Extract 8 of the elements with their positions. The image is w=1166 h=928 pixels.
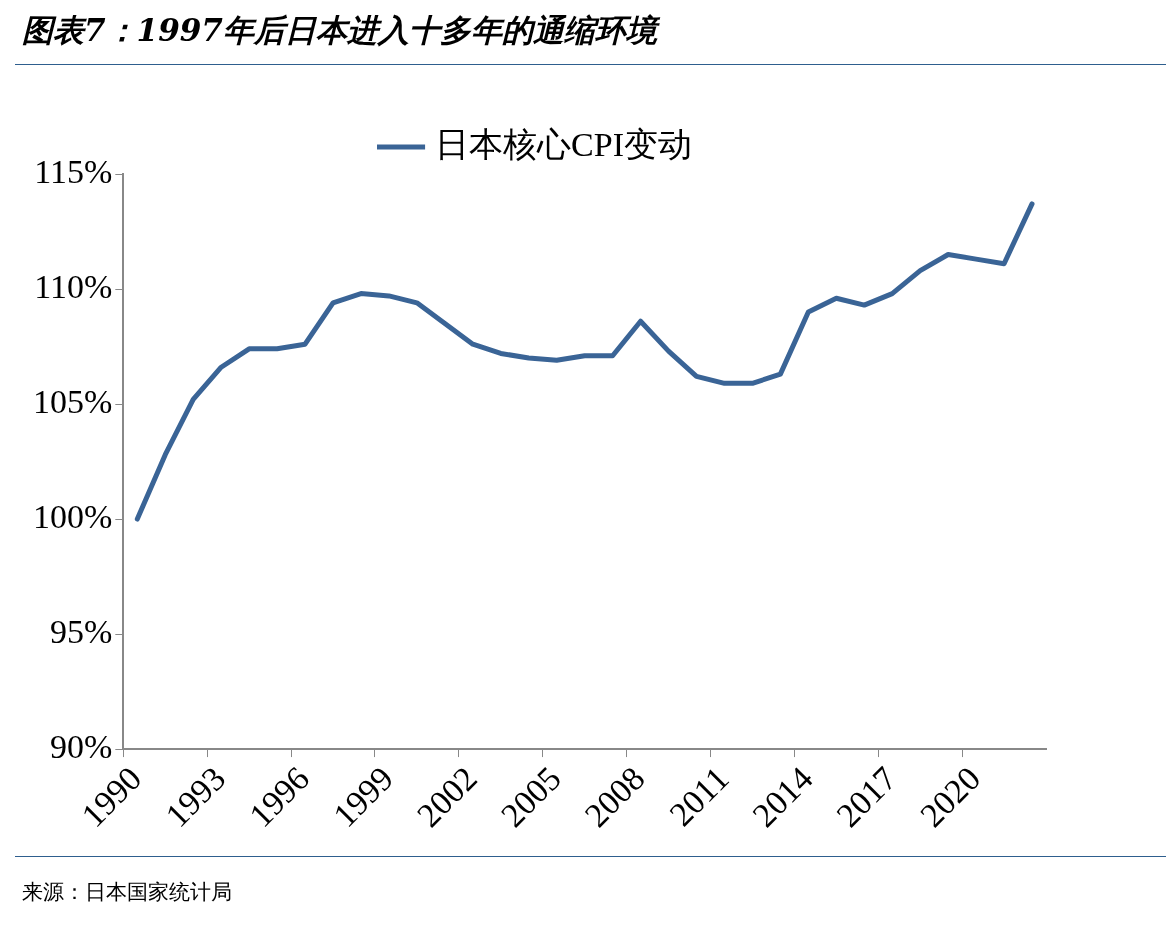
y-tick-label: 110% — [34, 267, 113, 305]
y-tick-label: 90% — [49, 727, 113, 765]
source-note: 来源：日本国家统计局 — [22, 879, 232, 906]
y-tick-label: 115% — [34, 152, 113, 190]
y-tick-label: 100% — [32, 497, 113, 535]
y-tick-label: 105% — [32, 382, 113, 420]
y-tick-label: 95% — [49, 612, 113, 650]
legend-label: 日本核心CPI变动 — [435, 125, 692, 163]
